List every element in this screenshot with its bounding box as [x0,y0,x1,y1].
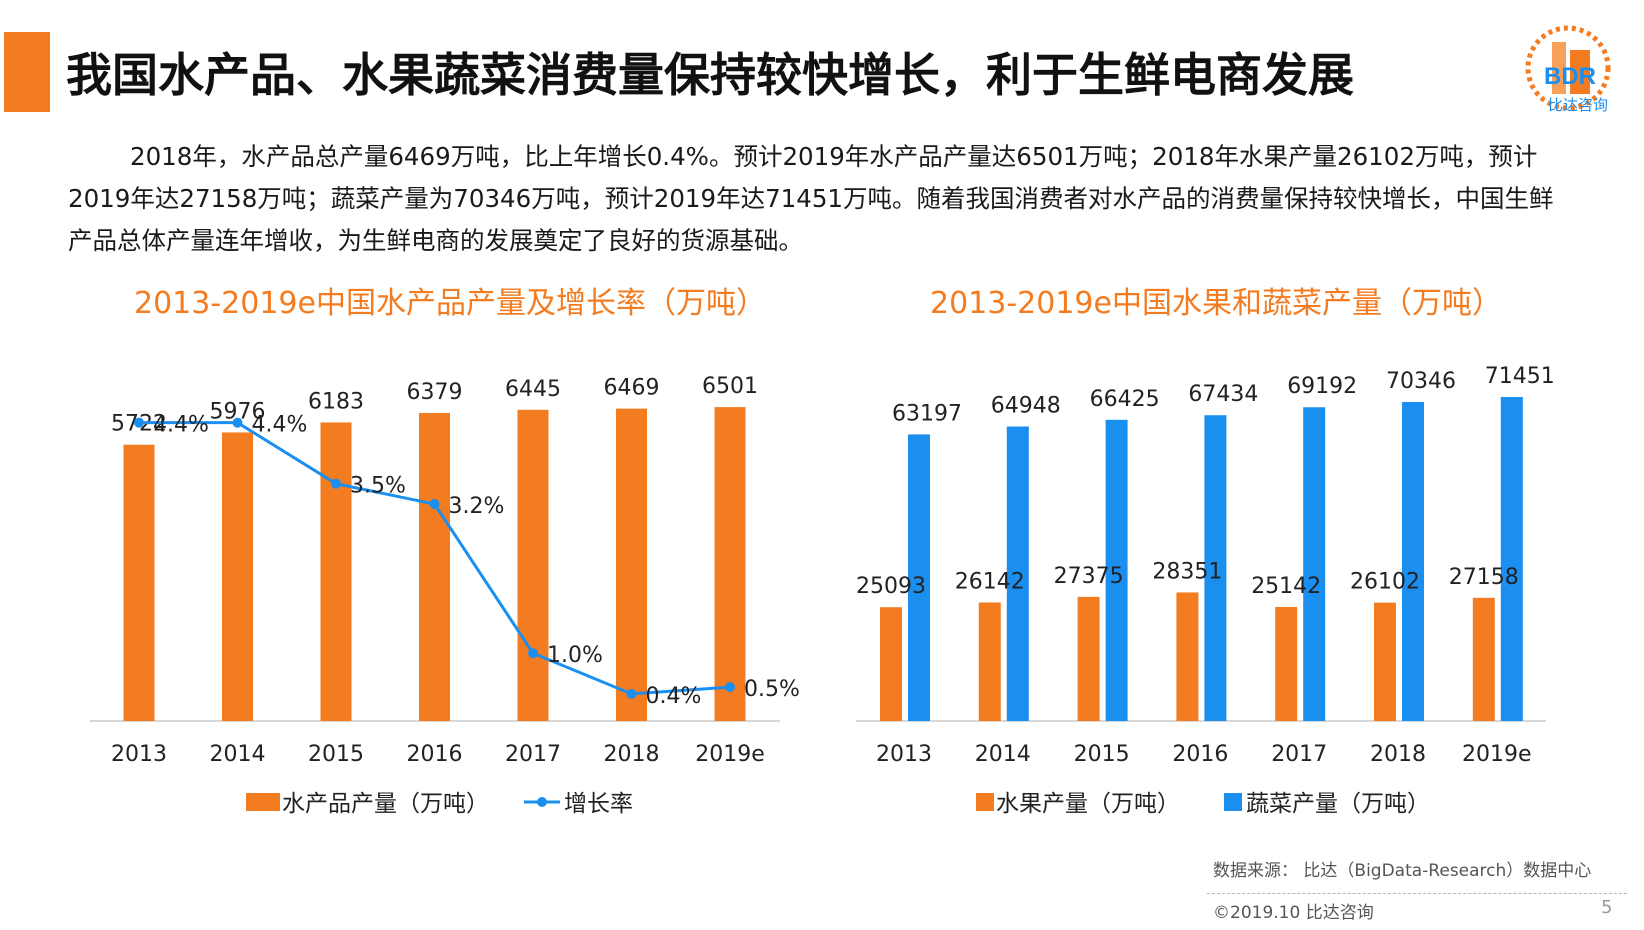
fruit-bar [1176,592,1199,721]
left-x-tick-label: 2017 [505,742,561,767]
fruit-bar [1275,606,1298,721]
fruit-bar-label: 27375 [1054,564,1124,589]
right-x-tick-label: 2019e [1462,742,1532,767]
right-x-tick-label: 2015 [1074,742,1130,767]
vegetable-bar [1105,419,1128,721]
vegetable-bar-label: 67434 [1188,382,1258,407]
vegetable-bar-label: 63197 [892,401,962,426]
data-source: 数据来源： 比达（BigData-Research）数据中心 [1213,861,1592,881]
intro-paragraph: 2018年，水产品总产量6469万吨，比上年增长0.4%。预计2019年水产品产… [68,142,1554,255]
vegetable-bar [1303,407,1326,721]
fruit-bar [880,607,902,721]
left-x-tick-label: 2018 [604,742,660,767]
aquatic-bar [123,444,155,721]
right-x-tick-label: 2016 [1172,742,1228,767]
aquatic-bar-label: 6501 [702,374,758,399]
right-x-tick-label: 2014 [975,742,1031,767]
logo-name: 比达咨询 [1548,96,1608,114]
legend-aquatic-swatch [246,793,280,811]
growth-rate-label: 0.4% [646,684,702,709]
aquatic-bar-label: 6379 [407,380,463,405]
aquatic-bar [616,408,647,721]
growth-rate-point [725,682,735,693]
fruit-bar-label: 25142 [1251,574,1321,599]
legend-vegetable-swatch [1224,793,1242,811]
fruit-bar [1077,596,1100,721]
copyright: ©2019.10 比达咨询 [1213,903,1374,923]
growth-rate-point [626,688,637,699]
aquatic-bar [320,422,352,721]
left-x-tick-label: 2019e [695,742,765,767]
vegetable-bar-label: 66425 [1090,387,1160,412]
bdr-logo: BDR 比达咨询 [1525,25,1611,114]
left-x-tick-label: 2015 [308,742,364,767]
legend-growth-label: 增长率 [564,791,633,817]
aquatic-bar-label: 6445 [505,377,561,402]
page-number: 5 [1601,897,1613,918]
legend-vegetable-label: 蔬菜产量（万吨） [1246,791,1430,817]
vegetable-bar [908,434,930,721]
growth-rate-label: 3.5% [350,474,406,499]
vegetable-bar [1204,415,1227,721]
vegetable-bar-label: 64948 [991,393,1061,418]
vegetable-bar [1500,397,1523,721]
right-chart-title: 2013-2019e中国水果和蔬菜产量（万吨） [930,286,1502,321]
left-x-tick-label: 2016 [407,742,463,767]
fruit-bar-label: 26142 [955,569,1025,594]
growth-rate-label: 4.4% [252,413,308,438]
growth-rate-label: 1.0% [547,643,603,668]
vegetable-bar-label: 69192 [1287,374,1357,399]
fruit-bar-label: 25093 [856,574,926,599]
growth-rate-label: 4.4% [153,413,209,438]
aquatic-bar [714,407,746,721]
fruit-bar-label: 28351 [1152,559,1222,584]
logo-building-icon [1552,42,1566,94]
aquatic-bar-label: 6183 [308,389,364,414]
footer-divider [1207,893,1627,894]
title-accent-bar [4,32,50,112]
vegetable-bar-label: 70346 [1386,369,1456,394]
fruit-bar [978,602,1001,721]
legend-growth-marker [537,797,547,807]
growth-rate-point [134,417,144,428]
aquatic-bar [517,409,549,721]
growth-rate-point [331,478,341,489]
left-x-tick-label: 2013 [111,742,167,767]
right-x-tick-label: 2013 [876,742,932,767]
aquatic-bar [222,432,253,721]
right-x-tick-label: 2017 [1271,742,1327,767]
growth-rate-label: 3.2% [449,494,505,519]
fruit-bar-label: 26102 [1350,570,1420,595]
aquatic-bar-label: 6469 [604,376,660,401]
logo-building-icon [1570,50,1590,94]
logo-abbr: BDR [1544,63,1596,90]
fruit-bar [1374,602,1396,721]
growth-rate-label: 0.5% [744,677,800,702]
legend-fruit-swatch [976,793,994,811]
slide-title: 我国水产品、水果蔬菜消费量保持较快增长，利于生鲜电商发展 [66,48,1354,102]
legend-fruit-label: 水果产量（万吨） [996,791,1180,817]
left-chart-title: 2013-2019e中国水产品产量及增长率（万吨） [134,286,766,321]
vegetable-bar [1402,402,1424,721]
fruit-bar-label: 27158 [1449,565,1519,590]
right-x-tick-label: 2018 [1370,742,1426,767]
left-x-tick-label: 2014 [210,742,266,767]
logo-ring-icon [1525,25,1611,111]
fruit-bar [1472,597,1495,721]
legend-aquatic-label: 水产品产量（万吨） [282,791,489,817]
vegetable-bar [1006,426,1029,721]
aquatic-bar [419,412,450,721]
vegetable-bar-label: 71451 [1485,364,1555,389]
growth-rate-point [232,417,243,428]
growth-rate-point [429,499,440,510]
growth-rate-point [528,648,538,659]
